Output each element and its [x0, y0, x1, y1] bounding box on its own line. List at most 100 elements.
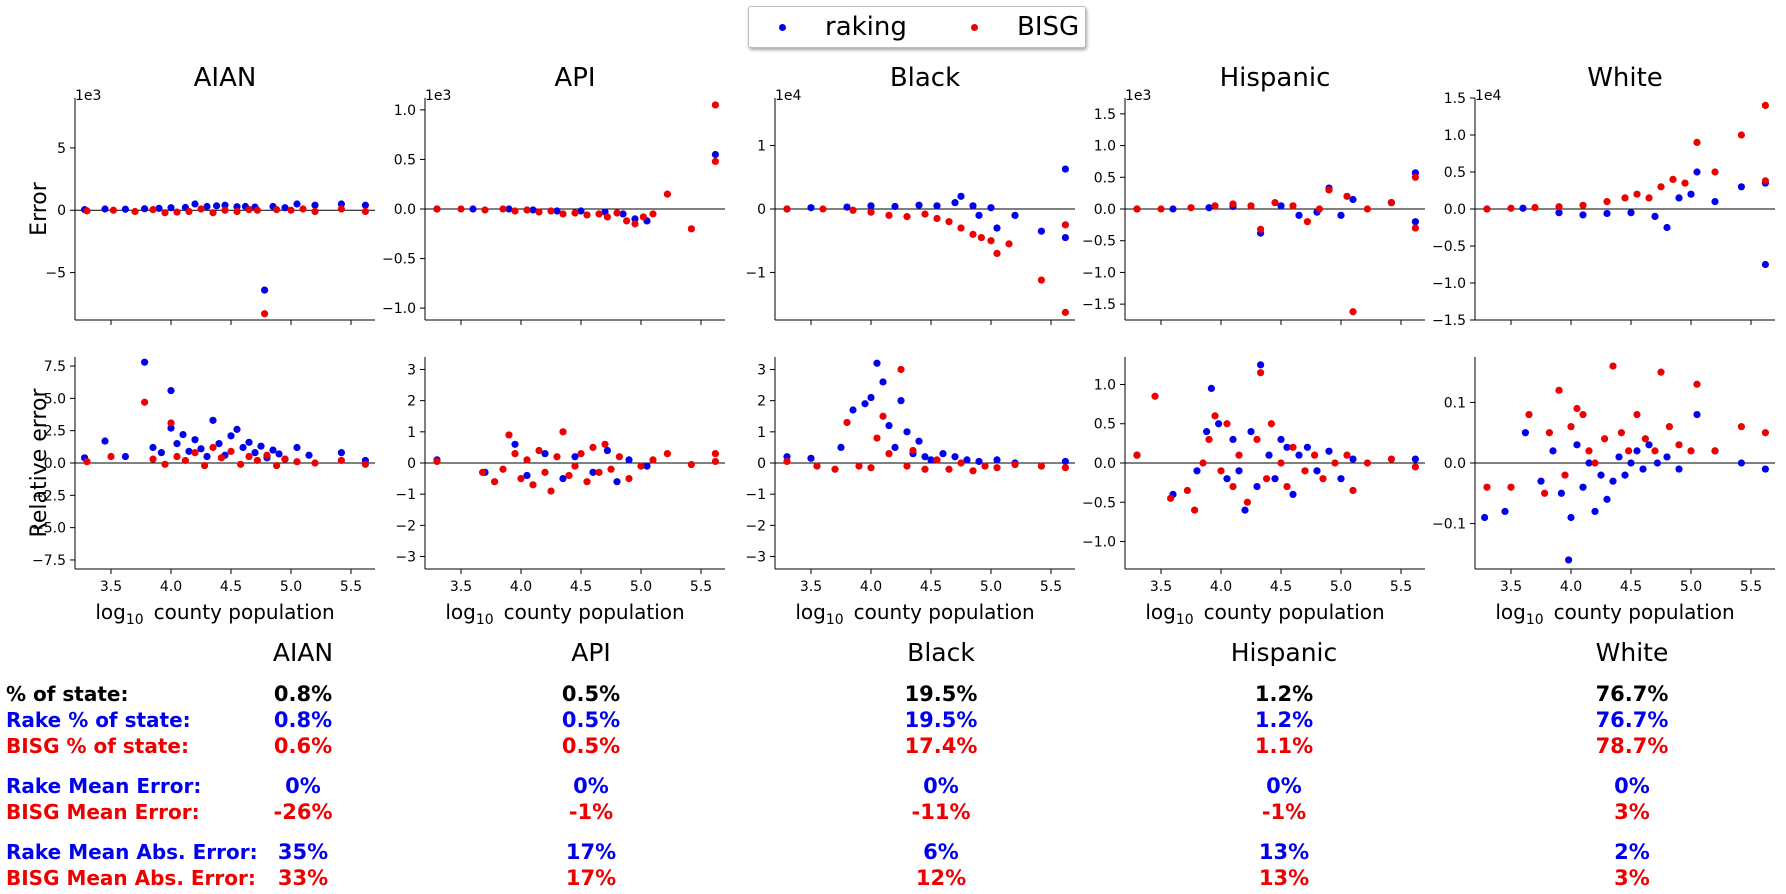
panel-2-bisg-point [511, 207, 519, 215]
panel-5-raking-point [1711, 198, 1719, 206]
panel-9-bisg-point [1363, 459, 1371, 467]
panel-7-raking-point [589, 468, 597, 476]
panel-8-raking-point [939, 450, 947, 458]
panel-10-bisg-point [1641, 435, 1649, 443]
stats-value-aian: 0.8% [273, 708, 333, 732]
stats-value-aian: 33% [277, 866, 329, 890]
panel-5-bisg-point [1681, 179, 1689, 187]
panel-4-title: Hispanic [1220, 63, 1331, 93]
panel-9-bisg-point [1331, 459, 1339, 467]
stats-row-label: Rake % of state: [6, 708, 191, 732]
panel-9-raking-point [1229, 435, 1237, 444]
panel-6-bisg-point [181, 456, 189, 465]
panel-6-raking-point [157, 449, 165, 457]
panel-10-bisg-point [1665, 423, 1673, 431]
panel-1-bisg-point [109, 206, 117, 214]
panel-7-bisg-point [583, 478, 591, 486]
panel-5-bisg-point [1711, 168, 1719, 176]
panel-9-ytick-label: 1.0 [1094, 377, 1116, 393]
panel-7-ytick-label: 2 [407, 394, 416, 410]
panel-9-xtick-label: 3.5 [1150, 579, 1172, 595]
panel-6-bisg-point [161, 460, 169, 468]
panel-7-xtick-label: 4.5 [570, 579, 592, 595]
panel-7-bisg-point [491, 478, 499, 486]
panel-4-raking-point [1295, 211, 1303, 219]
panel-9-raking-point [1289, 490, 1297, 499]
panel-2-bisg-point [481, 206, 489, 214]
panel-5-bisg-point [1657, 183, 1665, 191]
panel-2-ytick-label: 0.5 [394, 152, 416, 168]
panel-3-raking-point [993, 224, 1001, 232]
panel-4-ytick-label: −0.5 [1082, 234, 1116, 250]
panel-10-bisg-point [1567, 423, 1575, 431]
panel-8-raking-point [885, 421, 893, 430]
panel-4-bisg-point [1157, 205, 1165, 213]
panel-2-bisg-point [603, 213, 612, 221]
panel-9-raking-point [1295, 451, 1303, 459]
legend-bisg-label: BISG [1017, 12, 1080, 42]
panel-8-bisg-point [945, 465, 953, 473]
panel-8-xtick-label: 5.5 [1040, 579, 1062, 595]
stats-row-label: Rake Mean Error: [6, 774, 202, 798]
panel-8-raking-point [915, 437, 923, 445]
panel-7-bisg-point [479, 468, 487, 476]
stats-value-black: 19.5% [904, 708, 978, 732]
panel-6-bisg-point [173, 452, 181, 461]
stats-value-api: 17% [565, 866, 617, 890]
panel-9-ytick-label: 0.0 [1094, 456, 1116, 472]
panel-4-bisg-point [1363, 205, 1371, 213]
stats-value-white: 2% [1614, 840, 1650, 864]
panel-3-raking-point [1011, 211, 1019, 219]
panel-6-raking-point [179, 430, 187, 439]
panel-2-bisg-point [595, 210, 603, 218]
panel-4-bisg-point [1133, 205, 1141, 213]
panel-8-raking-point [897, 397, 905, 405]
panel-3-bisg-point [867, 208, 875, 216]
panel-6-bisg-point [149, 455, 157, 463]
panel-6-bisg-point [293, 458, 301, 466]
panel-10-bisg-point [1601, 435, 1609, 443]
panel-8-raking-point [1061, 457, 1069, 466]
panel-1-bisg-point [253, 206, 261, 214]
panel-10-bisg-point [1675, 441, 1683, 449]
panel-7-bisg-point [687, 460, 696, 469]
panel-1-bisg-point [261, 310, 269, 318]
panel-10-bisg-point [1579, 410, 1587, 419]
panel-2-ytick-label: −1.0 [382, 301, 416, 317]
panel-9-bisg-point [1205, 435, 1213, 444]
panel-1-ylabel: Error [27, 181, 52, 236]
panel-10-bisg-point [1591, 459, 1599, 467]
panel-4-raking-point [1277, 202, 1285, 210]
panel-1-bisg-point [337, 205, 345, 213]
panel-9-ytick-label: −0.5 [1082, 495, 1116, 511]
panel-3-bisg-point [945, 218, 953, 226]
stats-value-api: 17% [565, 840, 617, 864]
panel-9-bisg-point [1301, 467, 1309, 475]
panel-7-bisg-point [637, 462, 645, 470]
panel-5-bisg-point [1645, 194, 1653, 202]
panel-6-ytick-label: −5.0 [32, 521, 66, 537]
panel-7-bisg-point [517, 474, 525, 483]
panel-1-exponent: 1e3 [75, 88, 101, 104]
stats-value-black: 6% [923, 840, 959, 864]
panel-4-bisg-point [1187, 204, 1195, 212]
panel-1-bisg-point [287, 206, 295, 214]
panel-3-bisg-point [969, 230, 977, 238]
panel-10-raking-point [1633, 447, 1641, 455]
panel-10-raking-point [1565, 556, 1573, 564]
panel-3-raking-point [915, 201, 923, 209]
panel-6-raking-point [215, 440, 223, 448]
panel-9-raking-point [1215, 420, 1223, 428]
panel-9-bisg-point [1229, 482, 1237, 491]
panel-8-bisg-point [1011, 460, 1019, 469]
panel-7-bisg-point [523, 456, 531, 464]
panel-6-raking-point [209, 416, 217, 424]
panel-10-bisg-point [1617, 429, 1625, 437]
panel-5-bisg-point [1737, 131, 1745, 139]
panel-10-bisg-point [1651, 447, 1659, 455]
panel-8-ytick-label: 1 [757, 425, 766, 441]
panel-5-raking-point [1603, 209, 1611, 218]
panel-2-bisg-point [711, 157, 720, 166]
panel-1-raking-point [155, 204, 163, 212]
panel-1-title: AIAN [194, 63, 257, 93]
